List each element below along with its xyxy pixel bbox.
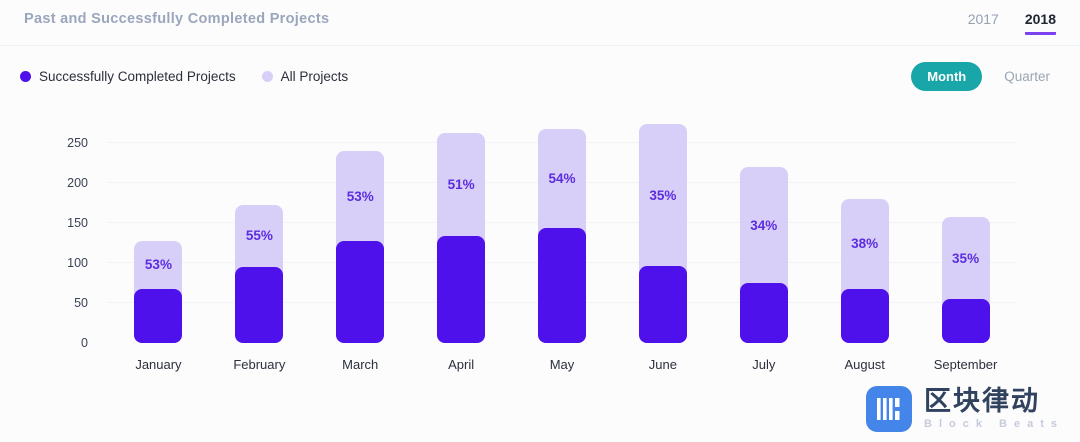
bar-completed-projects[interactable] — [235, 267, 284, 343]
bar-group: 38% — [814, 123, 915, 343]
tab-2017[interactable]: 2017 — [967, 11, 999, 27]
x-axis: January February March April May June July Augu… — [108, 357, 1016, 372]
bar-group: 51% — [411, 123, 512, 343]
legend-item-all[interactable]: All Projects — [261, 69, 349, 84]
x-axis-label: August — [844, 357, 885, 372]
bar-group: 35% — [915, 123, 1016, 343]
bar-group: 35% — [612, 123, 713, 343]
bar-group: 34% — [713, 123, 814, 343]
y-tick-label: 200 — [67, 176, 88, 190]
blockbeats-watermark: 区块律动 Block Beats — [866, 386, 1064, 432]
tab-2018[interactable]: 2018 — [1024, 11, 1056, 35]
header-divider — [0, 45, 1080, 46]
month-button[interactable]: Month — [911, 62, 983, 91]
bar-completed-projects[interactable] — [538, 227, 586, 343]
blockbeats-name-en: Block Beats — [924, 418, 1064, 430]
x-axis-label: June — [648, 357, 677, 372]
legend-label-all: All Projects — [280, 69, 349, 84]
x-axis-label: July — [752, 357, 776, 372]
page-title: Past and Successfully Completed Projects — [24, 11, 330, 27]
bar-completed-projects[interactable] — [437, 235, 486, 343]
y-tick-label: 50 — [74, 296, 88, 310]
blockbeats-logo-text: 区块律动 Block Beats — [924, 388, 1064, 430]
bar-completed-projects[interactable] — [840, 288, 889, 343]
x-axis-label: March — [342, 357, 379, 372]
legend-dot-all-icon — [261, 71, 273, 82]
x-axis-label: February — [233, 357, 286, 372]
x-axis-label: September — [933, 357, 998, 372]
legend-label-completed: Successfully Completed Projects — [39, 69, 236, 84]
bar-completed-projects[interactable] — [336, 241, 385, 343]
x-axis-label: May — [549, 357, 575, 372]
bar-completed-projects[interactable] — [134, 288, 183, 343]
blockbeats-name-cn: 区块律动 — [924, 386, 1041, 416]
bar-group: 53% — [108, 123, 209, 343]
period-toggle: Month Quarter — [911, 62, 1056, 91]
x-axis-label: January — [135, 357, 182, 372]
blockbeats-logo-icon — [866, 386, 913, 432]
bars-container: 53% 55% 53% 51% 54% 35% 34% 38% 35% — [108, 123, 1016, 343]
bar-group: 53% — [310, 123, 411, 343]
legend-item-completed[interactable]: Successfully Completed Projects — [20, 69, 236, 84]
bar-group: 54% — [512, 123, 613, 343]
y-tick-label: 150 — [67, 216, 88, 230]
bar-completed-projects[interactable] — [739, 283, 788, 343]
quarter-button[interactable]: Quarter — [998, 68, 1056, 85]
y-tick-label: 100 — [67, 256, 88, 270]
bar-completed-projects[interactable] — [941, 299, 990, 343]
year-tabs: 2017 2018 — [968, 11, 1056, 35]
bar-group: 55% — [209, 123, 310, 343]
y-axis: 0 50 100 150 200 250 — [0, 123, 88, 350]
plot-area: 53% 55% 53% 51% 54% 35% 34% 38% 35% — [108, 123, 1016, 343]
y-tick-label: 250 — [67, 136, 88, 150]
y-tick-label: 0 — [81, 336, 88, 350]
legend-dot-completed-icon — [20, 71, 31, 82]
x-axis-label: April — [448, 357, 475, 372]
chart-legend: Successfully Completed Projects All Proj… — [20, 69, 348, 84]
bar-completed-projects[interactable] — [638, 266, 687, 343]
